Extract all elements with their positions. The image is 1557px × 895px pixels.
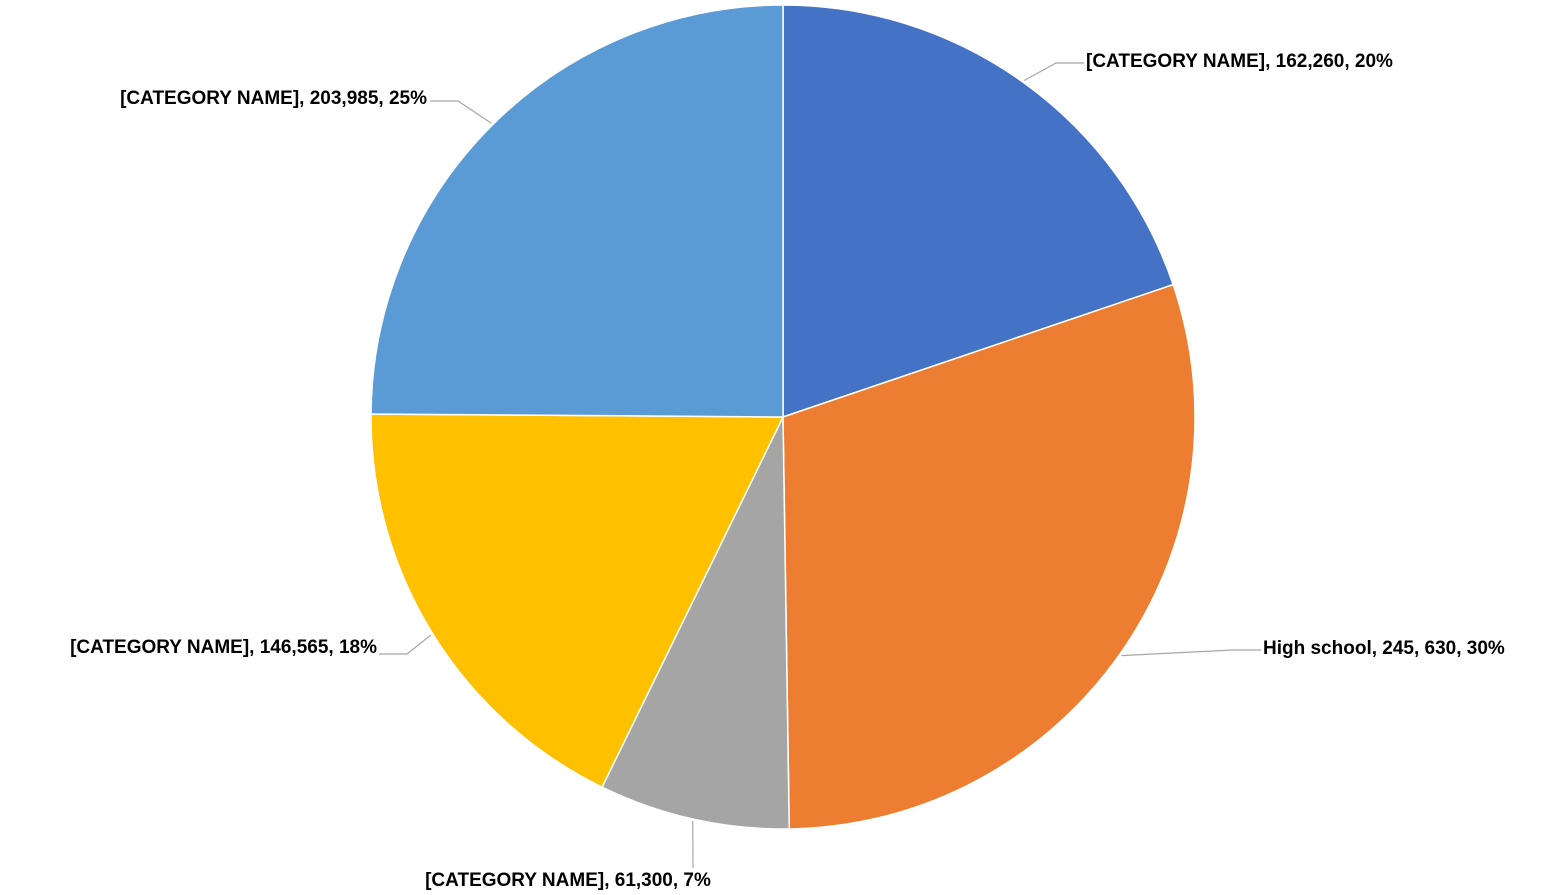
pie-slice-2 <box>782 283 1196 830</box>
data-labels: [CATEGORY NAME], 162,260, 20% High schoo… <box>70 51 1505 891</box>
leader-line-2 <box>1121 649 1261 657</box>
data-label-slice-1: [CATEGORY NAME], 162,260, 20% <box>1086 51 1393 72</box>
data-label-slice-3: [CATEGORY NAME], 61,300, 7% <box>425 870 711 891</box>
pie-slices <box>370 4 1196 830</box>
pie-slice-1 <box>782 4 1175 419</box>
pie-slice-5 <box>370 4 784 418</box>
pie-slice-4 <box>370 413 785 789</box>
data-label-slice-4: [CATEGORY NAME], 146,565, 18% <box>70 637 377 658</box>
data-label-slice-2: High school, 245, 630, 30% <box>1263 638 1505 659</box>
pie-slice-3 <box>601 416 791 830</box>
data-label-slice-5: [CATEGORY NAME], 203,985, 25% <box>120 88 427 109</box>
leader-lines <box>379 62 1261 869</box>
leader-line-1 <box>1023 62 1084 82</box>
leader-line-5 <box>430 100 492 124</box>
leader-line-4 <box>379 634 432 655</box>
